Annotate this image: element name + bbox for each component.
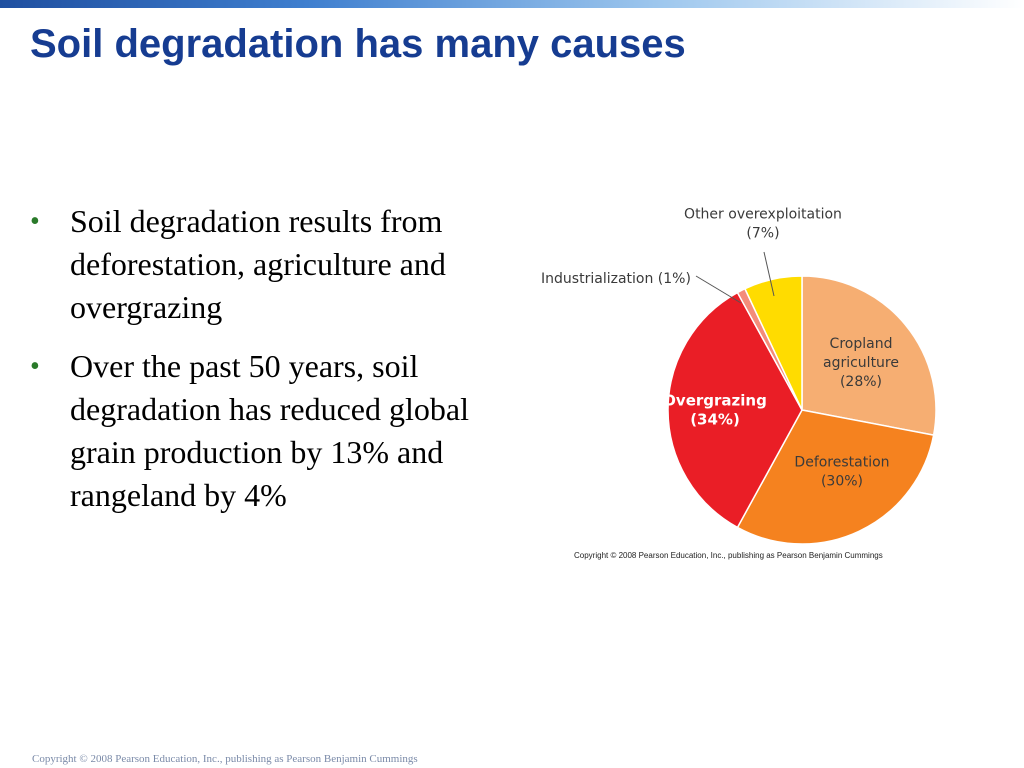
pie-slice-deforestation — [736, 409, 935, 545]
leader-line — [763, 251, 775, 297]
pie-chart: Cropland agriculture (28%) Deforestation (30… — [541, 207, 937, 545]
slice-label: Cropland agriculture (28%) — [823, 336, 899, 390]
pie-slice-overgrazing — [667, 291, 803, 529]
bullet-item: • Over the past 50 years, soil degradati… — [30, 345, 470, 517]
bullet-icon: • — [30, 351, 40, 382]
chart-credit: Copyright © 2008 Pearson Education, Inc.… — [574, 551, 883, 560]
pie-slices — [667, 275, 937, 545]
pie-slice-other-overexploitation — [743, 275, 803, 411]
pie-slice-cropland-agriculture — [801, 275, 937, 436]
leader-lines — [695, 251, 775, 304]
top-accent-band — [0, 0, 1024, 8]
slice-label: Deforestation (30%) — [794, 455, 889, 490]
bullet-icon: • — [30, 206, 40, 237]
footer-copyright: Copyright © 2008 Pearson Education, Inc.… — [32, 753, 418, 765]
bullet-text: Over the past 50 years, soil degradation… — [70, 348, 469, 513]
bullet-list: • Soil degradation results from deforest… — [30, 200, 470, 533]
bullet-item: • Soil degradation results from deforest… — [30, 200, 470, 329]
slice-label: Overgrazing (34%) — [663, 392, 767, 429]
slice-labels: Cropland agriculture (28%) Deforestation (30… — [541, 207, 899, 490]
slide-title: Soil degradation has many causes — [30, 22, 686, 66]
slice-label: Other overexploitation (7%) — [684, 207, 842, 242]
leader-line — [695, 275, 742, 304]
bullet-text: Soil degradation results from deforestat… — [70, 203, 446, 325]
slice-label: Industrialization (1%) — [541, 271, 691, 287]
